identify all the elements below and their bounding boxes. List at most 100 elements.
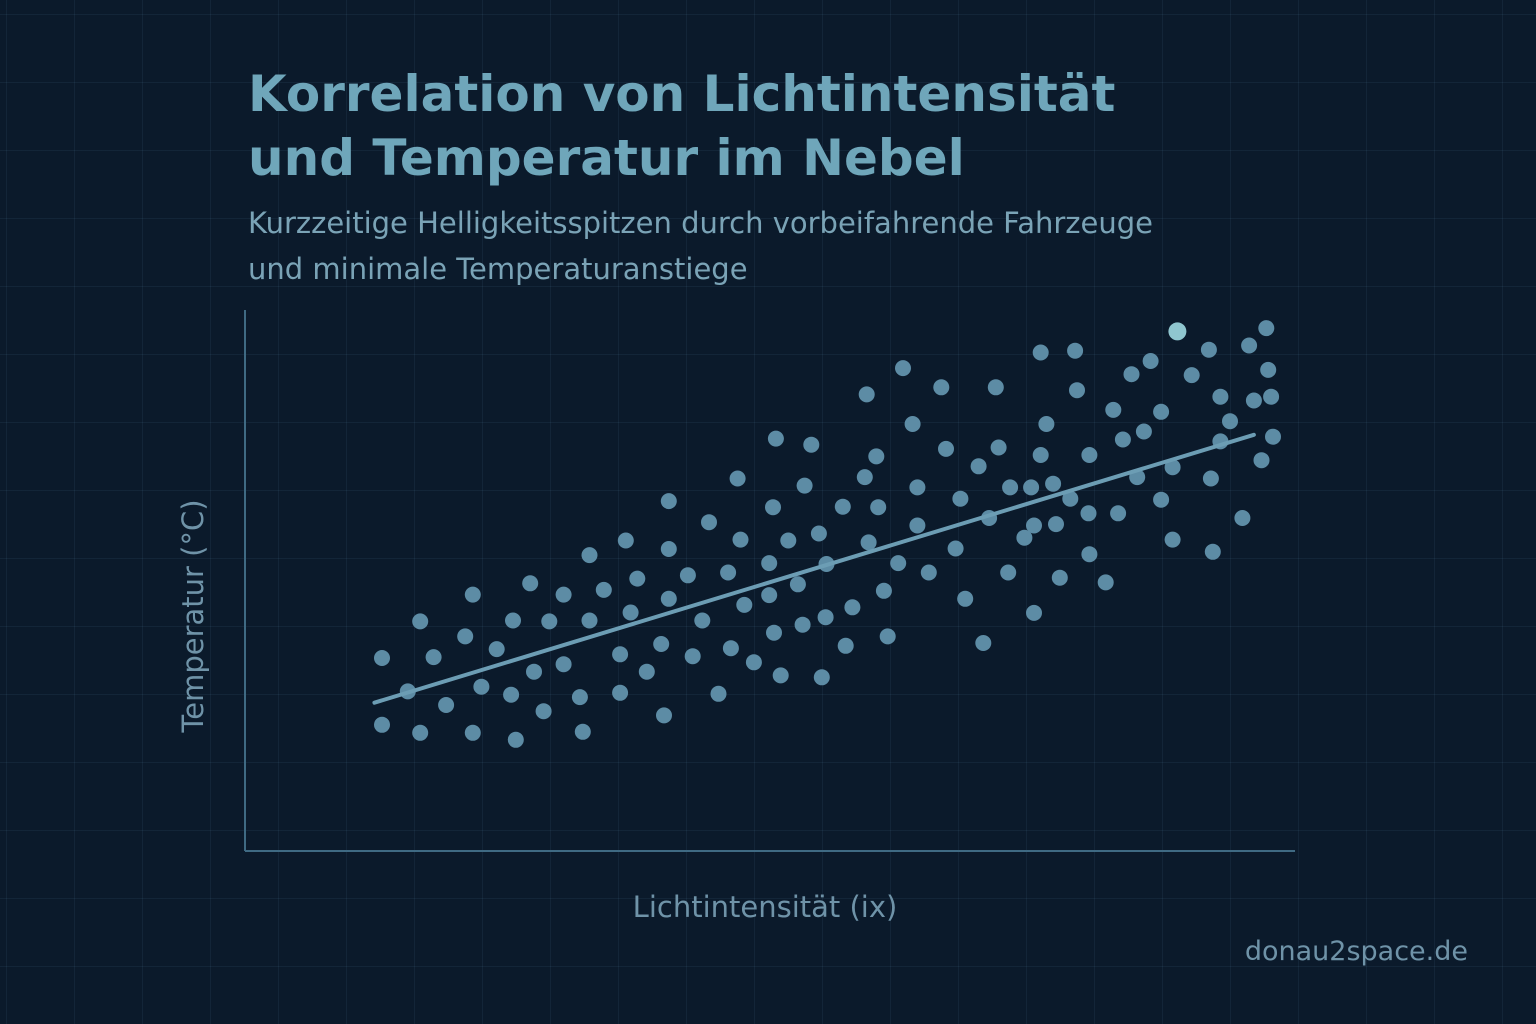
- data-point-119: [1164, 531, 1181, 548]
- data-point-57: [796, 477, 813, 494]
- data-point-18: [535, 703, 552, 720]
- data-point-81: [938, 440, 954, 457]
- site-watermark: donau2space.de: [1244, 936, 1468, 967]
- data-point-22: [571, 689, 588, 706]
- data-point-88: [987, 379, 1004, 396]
- data-point-131: [1260, 361, 1277, 378]
- data-point-91: [1000, 564, 1017, 581]
- data-point-100: [1051, 569, 1068, 586]
- data-point-69: [858, 386, 875, 403]
- data-point-40: [694, 612, 711, 629]
- x-axis-label: Lichtintensität (ix): [632, 890, 898, 924]
- data-point-30: [622, 604, 639, 621]
- data-point-59: [813, 669, 830, 686]
- data-point-10: [473, 678, 490, 695]
- chart-subtitle-line-1: Kurzzeitige Helligkeitsspitzen durch vor…: [248, 206, 1153, 240]
- chart-title-line-1: Korrelation von Lichtintensität: [248, 65, 1116, 123]
- data-point-48: [745, 654, 762, 671]
- data-point-97: [1026, 517, 1042, 534]
- data-point-115: [1142, 353, 1159, 369]
- data-point-123: [1204, 543, 1221, 560]
- data-point-51: [761, 587, 778, 604]
- data-point-29: [617, 532, 634, 549]
- data-point-34: [660, 493, 677, 510]
- trendline: [372, 432, 1256, 705]
- data-point-110: [1110, 505, 1127, 522]
- data-point-16: [522, 575, 539, 592]
- data-point-77: [909, 479, 926, 496]
- data-point-70: [868, 448, 885, 465]
- data-point-14: [503, 686, 520, 703]
- data-point-129: [1245, 392, 1262, 409]
- data-point-46: [729, 470, 746, 487]
- data-point-53: [772, 667, 789, 684]
- data-point-39: [684, 648, 701, 665]
- data-point-127: [1234, 510, 1251, 526]
- data-point-120: [1183, 367, 1200, 384]
- chart-subtitle: Kurzzeitige Helligkeitsspitzen durch vor…: [248, 200, 1348, 292]
- data-point-105: [1081, 447, 1098, 463]
- data-point-82: [947, 540, 964, 557]
- data-point-2: [374, 716, 390, 733]
- data-point-8: [457, 628, 474, 645]
- data-point-80: [933, 379, 950, 396]
- data-point-4: [412, 613, 429, 630]
- data-point-20: [555, 586, 572, 603]
- data-point-85: [970, 458, 987, 475]
- data-point-98: [1038, 416, 1055, 432]
- data-point-21: [555, 656, 572, 673]
- data-point-73: [879, 628, 896, 645]
- data-point-95: [1032, 344, 1049, 361]
- data-point-117: [1153, 403, 1170, 420]
- data-point-130: [1253, 452, 1270, 469]
- data-point-35: [660, 541, 677, 557]
- data-point-64: [834, 498, 851, 515]
- data-point-47: [736, 596, 753, 613]
- data-point-125: [1212, 388, 1229, 405]
- data-point-76: [904, 416, 921, 432]
- data-point-11: [464, 724, 481, 741]
- data-point-121: [1200, 341, 1217, 358]
- data-point-90: [1002, 479, 1019, 496]
- data-point-106: [1080, 505, 1097, 522]
- data-point-17: [526, 663, 542, 680]
- data-point-1: [374, 650, 390, 666]
- data-point-45: [732, 531, 749, 548]
- data-point-101: [1045, 475, 1062, 492]
- data-point-50: [765, 499, 781, 516]
- data-point-49: [761, 555, 778, 572]
- data-point-108: [1105, 401, 1122, 418]
- data-point-13: [505, 612, 521, 629]
- data-point-109: [1097, 574, 1114, 591]
- data-point-79: [920, 564, 937, 581]
- data-point-68: [860, 534, 877, 551]
- data-point-7: [438, 697, 455, 713]
- data-point-78: [909, 517, 926, 534]
- data-point-43: [710, 685, 727, 702]
- data-point-96: [1023, 479, 1040, 496]
- data-point-92: [1016, 529, 1033, 546]
- chart-title-line-2: und Temperatur im Nebel: [248, 129, 965, 187]
- data-point-89: [990, 439, 1007, 456]
- data-point-9: [464, 586, 481, 603]
- data-point-133: [1263, 388, 1280, 405]
- data-point-114: [1135, 423, 1152, 440]
- data-point-25: [574, 723, 591, 740]
- data-point-118: [1164, 459, 1181, 476]
- data-point-60: [803, 436, 820, 453]
- data-point-111: [1114, 431, 1131, 448]
- data-point-126: [1222, 413, 1238, 430]
- data-point-12: [488, 641, 505, 658]
- data-point-94: [1032, 447, 1049, 463]
- data-point-99: [1048, 516, 1064, 533]
- data-point-31: [629, 570, 646, 587]
- data-point-54: [767, 430, 784, 447]
- data-point-116: [1153, 491, 1170, 508]
- data-point-23: [581, 612, 598, 629]
- data-point-55: [780, 532, 797, 549]
- data-point-62: [817, 609, 834, 626]
- data-point-104: [1067, 342, 1084, 359]
- data-point-102: [1062, 490, 1079, 507]
- data-point-132: [1258, 320, 1275, 337]
